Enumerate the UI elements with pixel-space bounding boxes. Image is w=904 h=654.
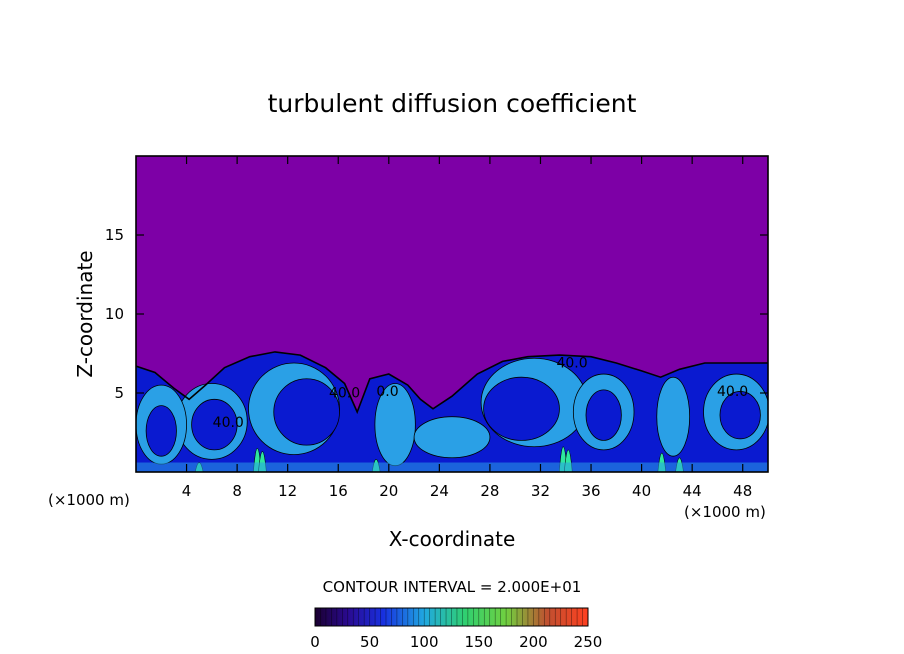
x-tick-label: 48 — [733, 482, 752, 500]
colorbar: 0 50 100 150 200 250 — [310, 607, 602, 651]
x-tick-label: 24 — [430, 482, 449, 500]
x-unit-left: (×1000 m) — [48, 491, 130, 509]
x-axis-label: X-coordinate — [389, 527, 516, 551]
plot-area: 40.0 40.0 0.0 40.0 40.0 — [136, 156, 768, 472]
y-axis-ticks: 5 10 15 — [105, 226, 768, 402]
eddy-region — [719, 391, 761, 440]
y-tick-label: 10 — [105, 305, 124, 323]
contour-labels: 40.0 40.0 0.0 40.0 40.0 — [213, 356, 749, 431]
colorbar-ticks: 0 50 100 150 200 250 — [310, 633, 602, 651]
contour-label: 40.0 — [329, 386, 360, 402]
eddy-region — [483, 376, 560, 441]
colorbar-tick-label: 0 — [310, 633, 320, 651]
y-axis-label: Z-coordinate — [73, 250, 97, 377]
contour-interval-label: CONTOUR INTERVAL = 2.000E+01 — [323, 578, 582, 596]
colorbar-tick-label: 250 — [574, 633, 603, 651]
eddy-layer — [136, 357, 768, 472]
x-tick-label: 12 — [278, 482, 297, 500]
x-tick-label: 28 — [480, 482, 499, 500]
surface-band — [136, 462, 768, 472]
chart-title: turbulent diffusion coefficient — [268, 89, 637, 118]
colorbar-tick-label: 50 — [360, 633, 379, 651]
x-unit-right: (×1000 m) — [684, 503, 766, 521]
y-tick-label: 15 — [105, 226, 124, 244]
y-tick-label: 5 — [114, 384, 124, 402]
colorbar-tick-label: 200 — [519, 633, 548, 651]
x-tick-label: 16 — [329, 482, 348, 500]
x-tick-label: 40 — [632, 482, 651, 500]
colorbar-tick-label: 150 — [464, 633, 493, 651]
x-tick-label: 4 — [182, 482, 192, 500]
x-tick-label: 20 — [379, 482, 398, 500]
x-tick-label: 32 — [531, 482, 550, 500]
colorbar-bands — [320, 608, 583, 626]
contour-label: 40.0 — [556, 356, 587, 372]
contour-label: 40.0 — [717, 384, 748, 400]
x-tick-label: 44 — [683, 482, 702, 500]
eddy-region — [413, 416, 491, 459]
contour-label: 40.0 — [213, 415, 244, 431]
x-tick-label: 8 — [232, 482, 242, 500]
x-axis-ticks: 4 8 12 16 20 24 28 32 36 40 44 48 — [182, 156, 752, 500]
colorbar-tick-label: 100 — [410, 633, 439, 651]
eddy-region — [585, 389, 622, 441]
contour-label: 0.0 — [376, 384, 398, 400]
eddy-region — [273, 378, 340, 446]
colorbar-frame — [314, 607, 589, 627]
eddy-region — [145, 405, 177, 457]
x-tick-label: 36 — [581, 482, 600, 500]
boundary-layer-contour — [136, 351, 768, 415]
eddy-region — [656, 376, 691, 457]
eddy-region — [191, 398, 238, 451]
